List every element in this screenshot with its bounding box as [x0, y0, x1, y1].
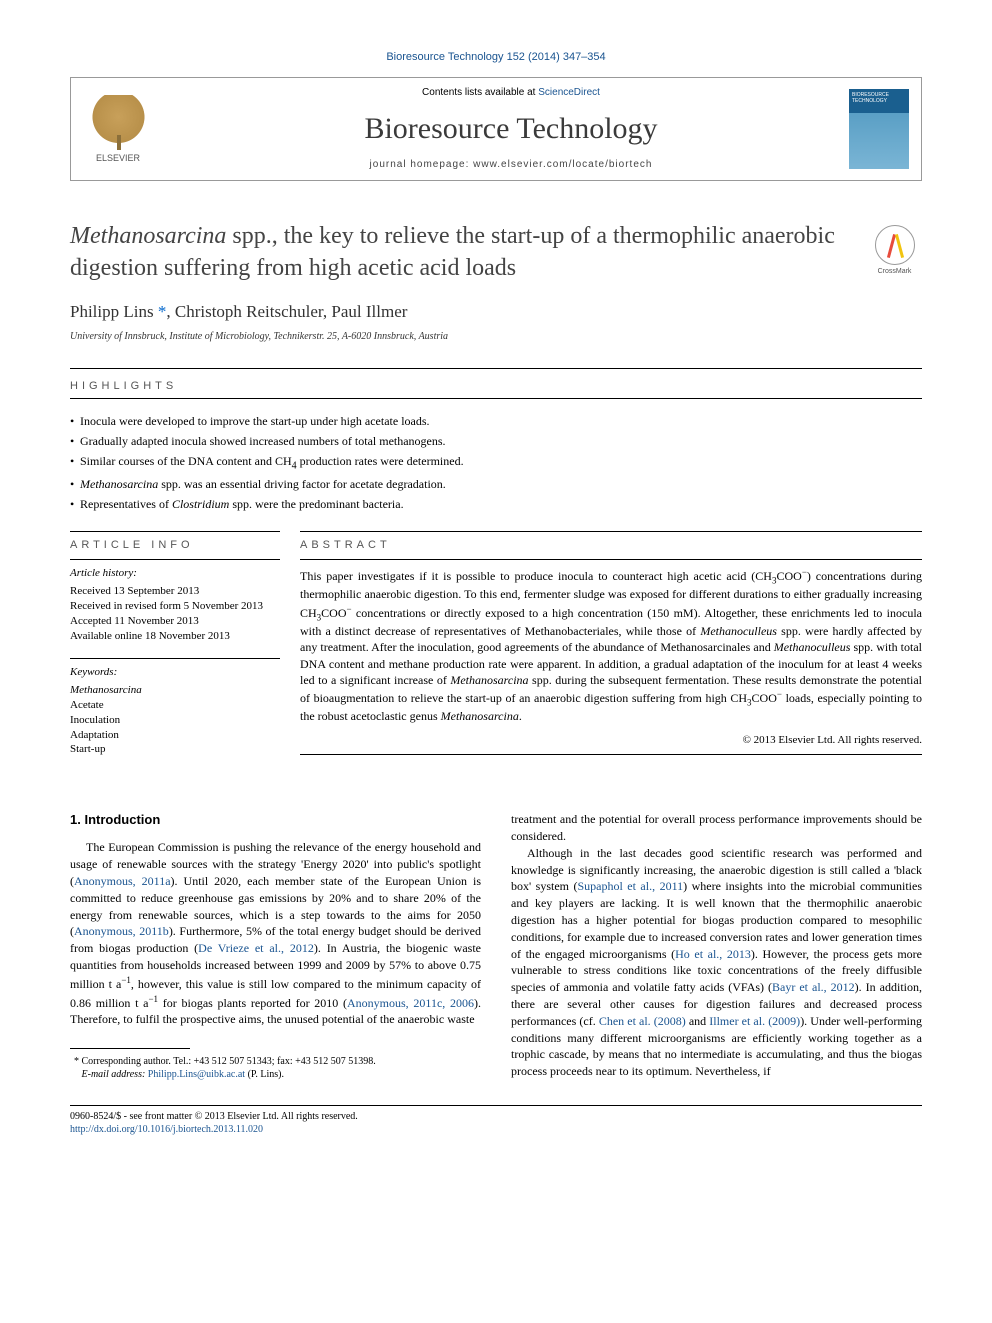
homepage-prefix: journal homepage: — [370, 159, 470, 170]
journal-cover-text: BIORESOURCE TECHNOLOGY — [852, 93, 909, 104]
highlight-item: Methanosarcina spp. was an essential dri… — [70, 476, 922, 493]
keywords-heading: Keywords: — [70, 665, 280, 680]
affiliation: University of Innsbruck, Institute of Mi… — [70, 330, 922, 344]
journal-reference: Bioresource Technology 152 (2014) 347–35… — [70, 50, 922, 65]
left-column: 1. Introduction The European Commission … — [70, 811, 481, 1081]
email-label: E-mail address: — [82, 1069, 146, 1080]
doi-line: http://dx.doi.org/10.1016/j.biortech.201… — [70, 1123, 922, 1136]
elsevier-text: ELSEVIER — [96, 152, 140, 165]
body-columns: 1. Introduction The European Commission … — [70, 811, 922, 1081]
crossmark-icon — [875, 225, 915, 265]
body-paragraph: Although in the last decades good scient… — [511, 845, 922, 1080]
highlight-item: Representatives of Clostridium spp. were… — [70, 496, 922, 513]
homepage-line: journal homepage: www.elsevier.com/locat… — [173, 158, 849, 172]
elsevier-tree-icon — [91, 95, 146, 150]
copyright: © 2013 Elsevier Ltd. All rights reserved… — [300, 733, 922, 748]
keyword: Start-up — [70, 742, 280, 757]
journal-header: ELSEVIER Contents lists available at Sci… — [70, 77, 922, 181]
highlights-label: HIGHLIGHTS — [70, 379, 922, 394]
sciencedirect-link[interactable]: ScienceDirect — [538, 87, 600, 98]
email-suffix: (P. Lins). — [248, 1069, 284, 1080]
doi-link[interactable]: http://dx.doi.org/10.1016/j.biortech.201… — [70, 1124, 263, 1135]
history-line: Accepted 11 November 2013 — [70, 614, 280, 629]
authors: Philipp Lins *, Christoph Reitschuler, P… — [70, 300, 922, 324]
journal-name: Bioresource Technology — [173, 108, 849, 150]
keyword: Adaptation — [70, 728, 280, 743]
elsevier-logo: ELSEVIER — [83, 89, 153, 169]
abstract-text: This paper investigates if it is possibl… — [300, 566, 922, 725]
keyword: Inoculation — [70, 713, 280, 728]
right-column: treatment and the potential for overall … — [511, 811, 922, 1081]
article-info-label: ARTICLE INFO — [70, 538, 280, 553]
keyword: Methanosarcina — [70, 683, 280, 698]
intro-paragraph: The European Commission is pushing the r… — [70, 839, 481, 1028]
highlights-list: Inocula were developed to improve the st… — [70, 413, 922, 513]
abstract-column: ABSTRACT This paper investigates if it i… — [300, 531, 922, 772]
highlight-item: Gradually adapted inocula showed increas… — [70, 433, 922, 450]
article-title: Methanosarcina spp., the key to relieve … — [70, 221, 847, 283]
crossmark-badge[interactable]: CrossMark — [867, 225, 922, 280]
contents-prefix: Contents lists available at — [422, 87, 535, 98]
history-line: Received 13 September 2013 — [70, 584, 280, 599]
history-heading: Article history: — [70, 566, 280, 581]
keyword: Acetate — [70, 698, 280, 713]
highlight-item: Inocula were developed to improve the st… — [70, 413, 922, 430]
history-line: Available online 18 November 2013 — [70, 629, 280, 644]
homepage-url[interactable]: www.elsevier.com/locate/biortech — [473, 159, 652, 170]
corresponding-author-footnote: * Corresponding author. Tel.: +43 512 50… — [70, 1055, 481, 1068]
intro-heading: 1. Introduction — [70, 811, 481, 829]
article-info-column: ARTICLE INFO Article history: Received 1… — [70, 531, 300, 772]
highlight-item: Similar courses of the DNA content and C… — [70, 453, 922, 473]
contents-line: Contents lists available at ScienceDirec… — [173, 86, 849, 100]
history-line: Received in revised form 5 November 2013 — [70, 599, 280, 614]
continuation-paragraph: treatment and the potential for overall … — [511, 811, 922, 845]
journal-cover-thumbnail: BIORESOURCE TECHNOLOGY — [849, 89, 909, 169]
issn-line: 0960-8524/$ - see front matter © 2013 El… — [70, 1110, 922, 1123]
email-link[interactable]: Philipp.Lins@uibk.ac.at — [148, 1069, 245, 1080]
email-footnote: E-mail address: Philipp.Lins@uibk.ac.at … — [70, 1068, 481, 1081]
abstract-label: ABSTRACT — [300, 538, 922, 553]
crossmark-label: CrossMark — [878, 267, 912, 277]
